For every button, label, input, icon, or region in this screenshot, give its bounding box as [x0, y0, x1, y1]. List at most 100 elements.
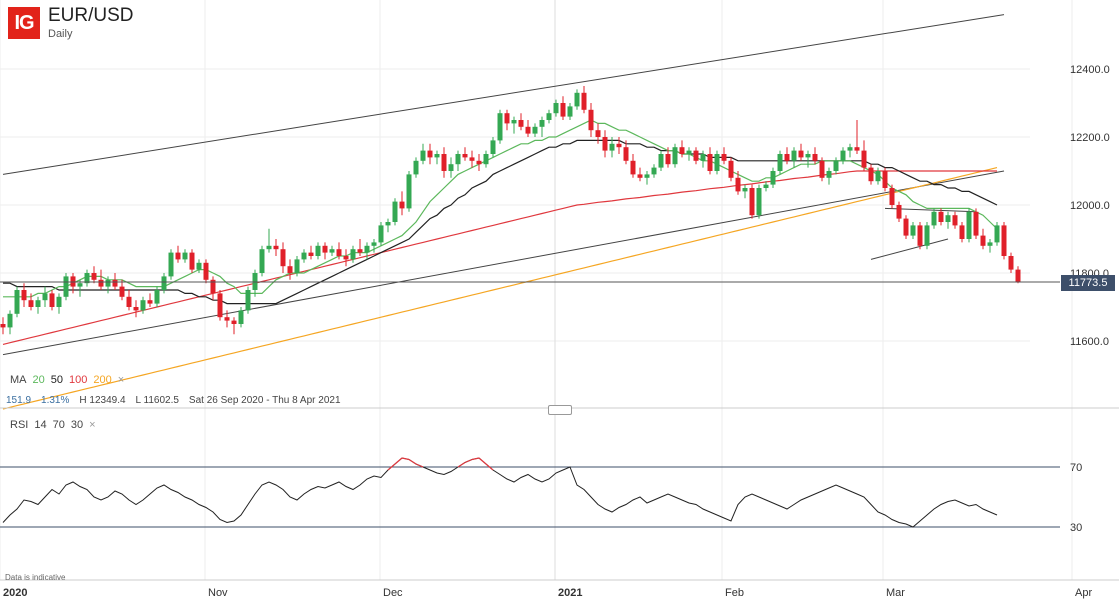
- rsi-legend[interactable]: RSI 14 70 30 ×: [10, 419, 102, 431]
- candle-body: [980, 235, 986, 246]
- rsi-overbought-segment: [401, 457, 410, 461]
- candle-body: [511, 120, 517, 124]
- candle-body: [945, 215, 951, 222]
- candle-body: [196, 262, 202, 270]
- date-range: Sat 26 Sep 2020 - Thu 8 Apr 2021: [188, 395, 341, 406]
- candle-body: [287, 266, 293, 273]
- trendline: [2, 14, 1005, 175]
- instrument-symbol[interactable]: EUR/USD: [48, 5, 134, 26]
- candle-body: [525, 126, 531, 134]
- candle-body: [448, 164, 454, 171]
- candle-body: [637, 174, 643, 178]
- candle-body: [742, 188, 748, 192]
- rsi-overbought-segment: [394, 457, 403, 465]
- last-price-badge: 11773.5: [1061, 275, 1115, 291]
- rsi-line: [2, 457, 998, 528]
- candle-body: [322, 245, 328, 253]
- rsi-panel: [0, 457, 1060, 528]
- candle-body: [98, 279, 104, 287]
- candle-body: [427, 150, 433, 158]
- candle-body: [847, 147, 853, 151]
- ma-close-icon[interactable]: ×: [117, 374, 125, 386]
- candle-body: [294, 259, 300, 273]
- candle-body: [35, 300, 41, 307]
- timeframe-label[interactable]: Daily: [48, 28, 73, 40]
- candle-body: [217, 293, 223, 318]
- candle-body: [308, 252, 314, 256]
- candle-body: [756, 188, 762, 216]
- panel-resize-handle[interactable]: [548, 405, 572, 415]
- candle-body: [910, 225, 916, 236]
- candle-body: [455, 154, 461, 165]
- ma-legend[interactable]: MA 20 50 100 200 ×: [10, 374, 130, 386]
- candle-body: [749, 188, 755, 216]
- candle-body: [315, 245, 321, 256]
- ma-100: 100: [69, 374, 88, 386]
- candle-body: [770, 171, 776, 185]
- candle-body: [917, 225, 923, 246]
- candle-body: [469, 157, 475, 161]
- candle-body: [336, 249, 342, 256]
- candle-body: [406, 174, 412, 209]
- candle-body: [245, 290, 251, 311]
- candle-body: [644, 174, 650, 178]
- time-tick-label: Mar: [886, 587, 905, 599]
- rsi-tick-label: 70: [1070, 462, 1082, 474]
- candle-body: [77, 283, 83, 287]
- ma-50: 50: [50, 374, 63, 386]
- candle-body: [651, 167, 657, 175]
- candle-body: [728, 160, 734, 178]
- candle-body: [168, 252, 174, 277]
- candle-body: [868, 167, 874, 182]
- candle-body: [546, 113, 552, 120]
- trendline: [870, 238, 949, 260]
- candle-body: [364, 245, 370, 253]
- candle-body: [532, 126, 538, 134]
- candle-body: [553, 103, 559, 114]
- candle-body: [763, 184, 769, 188]
- candle-body: [497, 113, 503, 141]
- candle-body: [399, 201, 405, 209]
- candle-body: [182, 252, 188, 260]
- price-tick-label: 12200.0: [1070, 132, 1110, 144]
- candle-body: [21, 290, 27, 301]
- change-value: 151.9: [6, 395, 32, 406]
- candle-body: [602, 137, 608, 151]
- candle-body: [112, 279, 118, 287]
- moving-averages: [2, 119, 998, 410]
- candle-body: [588, 109, 594, 131]
- rsi-close-icon[interactable]: ×: [89, 419, 96, 431]
- candle-body: [490, 140, 496, 154]
- candle-body: [875, 171, 881, 182]
- candle-body: [805, 154, 811, 158]
- candle-body: [896, 205, 902, 219]
- candle-body: [252, 273, 258, 290]
- candle-body: [350, 249, 356, 260]
- candle-body: [707, 154, 713, 171]
- candle-body: [14, 290, 20, 314]
- candle-body: [966, 211, 972, 239]
- rsi-label: RSI: [10, 419, 29, 431]
- candle-body: [1015, 269, 1021, 282]
- candle-body: [973, 211, 979, 236]
- candle-body: [420, 150, 426, 161]
- high-value: H 12349.4: [79, 395, 126, 406]
- candle-body: [1001, 225, 1007, 256]
- candle-body: [735, 177, 741, 192]
- candle-body: [952, 215, 958, 226]
- candle-body: [931, 211, 937, 226]
- candle-body: [343, 256, 349, 260]
- ig-logo: IG: [8, 7, 40, 39]
- candle-body: [119, 286, 125, 297]
- candle-body: [833, 160, 839, 171]
- candle-body: [798, 150, 804, 158]
- candle-body: [434, 154, 440, 158]
- candle-body: [1008, 256, 1014, 270]
- candle-body: [147, 300, 153, 304]
- candle-body: [819, 160, 825, 178]
- low-value: L 11602.5: [135, 395, 179, 406]
- candle-body: [721, 154, 727, 161]
- ma50-line: [3, 139, 998, 305]
- candle-body: [567, 106, 573, 117]
